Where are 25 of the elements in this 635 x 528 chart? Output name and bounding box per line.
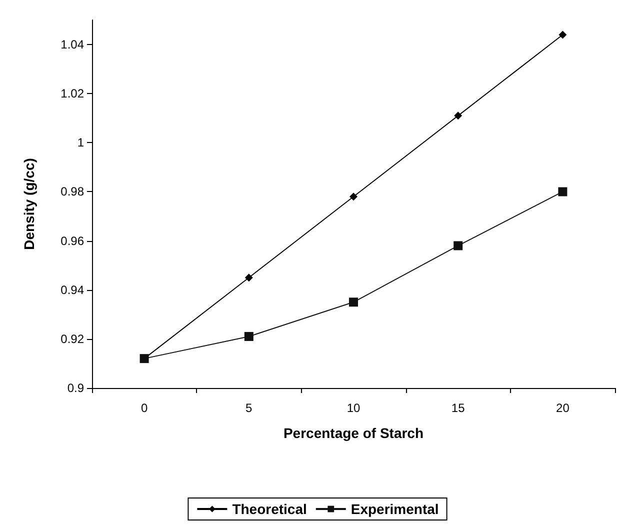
point: [454, 112, 462, 120]
x-axis-title: Percentage of Starch: [283, 425, 424, 441]
x-tick-label: 15: [451, 401, 466, 415]
y-tick-label: 0.96: [60, 234, 84, 248]
x-tick-label: 0: [140, 401, 148, 415]
legend-label: Experimental: [350, 501, 439, 517]
y-tick-label: 0.9: [67, 381, 84, 395]
point: [454, 241, 463, 250]
y-tick-label: 0.98: [60, 184, 84, 199]
x-tick-label: 5: [246, 401, 253, 415]
x-tick-label: 20: [556, 401, 570, 415]
y-tick-label: 1.04: [60, 38, 84, 52]
x-tick-label: 10: [346, 401, 360, 415]
y-axis-title: Density (g/cc): [21, 158, 37, 250]
point: [349, 298, 358, 307]
point: [244, 332, 254, 341]
y-tick-label: 1.02: [60, 86, 84, 101]
point: [558, 30, 567, 39]
y-tick-label: 0.92: [60, 332, 84, 346]
point: [558, 187, 568, 196]
y-tick-label: 1: [77, 136, 84, 150]
point: [350, 192, 358, 201]
legend-label: Theoretical: [232, 501, 307, 517]
y-tick-label: 0.94: [60, 282, 84, 297]
point: [244, 274, 253, 282]
